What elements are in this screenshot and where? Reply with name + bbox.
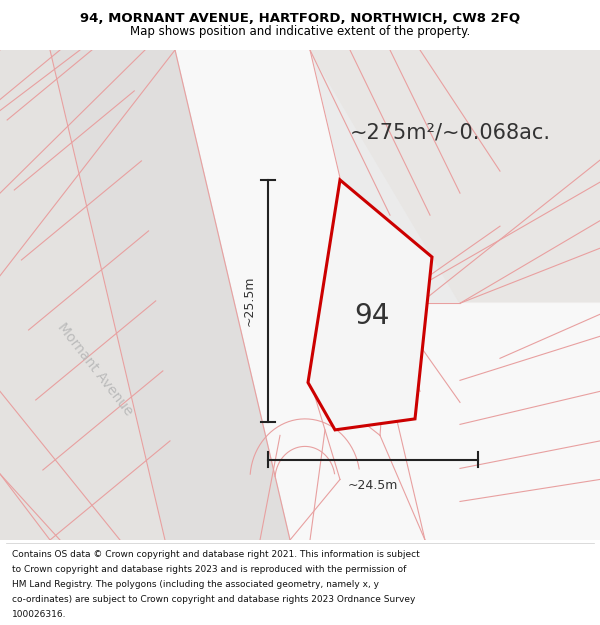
Polygon shape <box>175 50 425 540</box>
Polygon shape <box>308 180 432 430</box>
Polygon shape <box>290 50 600 540</box>
Text: 94, MORNANT AVENUE, HARTFORD, NORTHWICH, CW8 2FQ: 94, MORNANT AVENUE, HARTFORD, NORTHWICH,… <box>80 12 520 26</box>
Text: Map shows position and indicative extent of the property.: Map shows position and indicative extent… <box>130 24 470 38</box>
Text: Mornant Avenue: Mornant Avenue <box>55 320 136 418</box>
Text: ~24.5m: ~24.5m <box>348 479 398 492</box>
Text: 100026316.: 100026316. <box>12 610 67 619</box>
Text: co-ordinates) are subject to Crown copyright and database rights 2023 Ordnance S: co-ordinates) are subject to Crown copyr… <box>12 595 415 604</box>
Text: 94: 94 <box>355 302 389 331</box>
Text: HM Land Registry. The polygons (including the associated geometry, namely x, y: HM Land Registry. The polygons (includin… <box>12 580 379 589</box>
Polygon shape <box>335 50 600 303</box>
Polygon shape <box>0 50 165 540</box>
Text: to Crown copyright and database rights 2023 and is reproduced with the permissio: to Crown copyright and database rights 2… <box>12 565 406 574</box>
Polygon shape <box>310 303 600 540</box>
Text: ~275m²/~0.068ac.: ~275m²/~0.068ac. <box>350 122 551 142</box>
Polygon shape <box>50 50 290 540</box>
Text: ~25.5m: ~25.5m <box>243 276 256 326</box>
Text: Contains OS data © Crown copyright and database right 2021. This information is : Contains OS data © Crown copyright and d… <box>12 550 420 559</box>
